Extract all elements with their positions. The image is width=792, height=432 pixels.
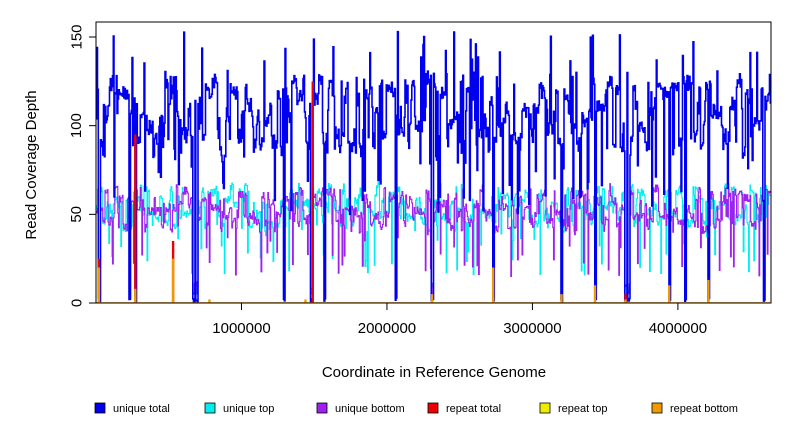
plot-area (96, 30, 771, 303)
y-axis: 0 50 100 150 (68, 24, 96, 307)
y-axis-label: Read Coverage Depth (23, 90, 40, 239)
x-tick-label: 3000000 (503, 320, 561, 337)
legend-item-repeat-bottom: repeat bottom (651, 402, 738, 415)
legend-item-unique-total: unique total (94, 402, 170, 415)
legend-item-repeat-top: repeat top (539, 402, 608, 415)
x-axis-label: Coordinate in Reference Genome (322, 364, 546, 381)
legend-swatch (204, 402, 216, 414)
legend-label: unique top (223, 403, 274, 415)
legend: unique total unique top unique bottom repea… (94, 402, 738, 415)
series-line-unique-bottom (96, 183, 771, 295)
legend-label: repeat bottom (670, 403, 738, 415)
legend-swatch (539, 402, 551, 414)
legend-label: repeat top (558, 403, 608, 415)
legend-label: unique bottom (335, 403, 405, 415)
legend-swatch (316, 402, 328, 414)
series-line-unique-total (96, 30, 771, 303)
legend-label: unique total (113, 403, 170, 415)
legend-swatch (94, 402, 106, 414)
legend-item-unique-bottom: unique bottom (316, 402, 405, 415)
x-tick-label: 1000000 (212, 320, 270, 337)
legend-item-repeat-total: repeat total (427, 402, 501, 415)
y-tick-label: 50 (68, 206, 85, 223)
x-tick-label: 2000000 (358, 320, 416, 337)
y-tick-label: 150 (68, 24, 85, 49)
y-tick-label: 0 (68, 299, 85, 307)
x-axis: 1000000 2000000 3000000 4000000 (212, 302, 707, 337)
x-tick-label: 4000000 (649, 320, 707, 337)
legend-swatch (427, 402, 439, 414)
legend-label: repeat total (446, 403, 501, 415)
legend-item-unique-top: unique top (204, 402, 274, 415)
legend-swatch (651, 402, 663, 414)
y-tick-label: 100 (68, 113, 85, 138)
